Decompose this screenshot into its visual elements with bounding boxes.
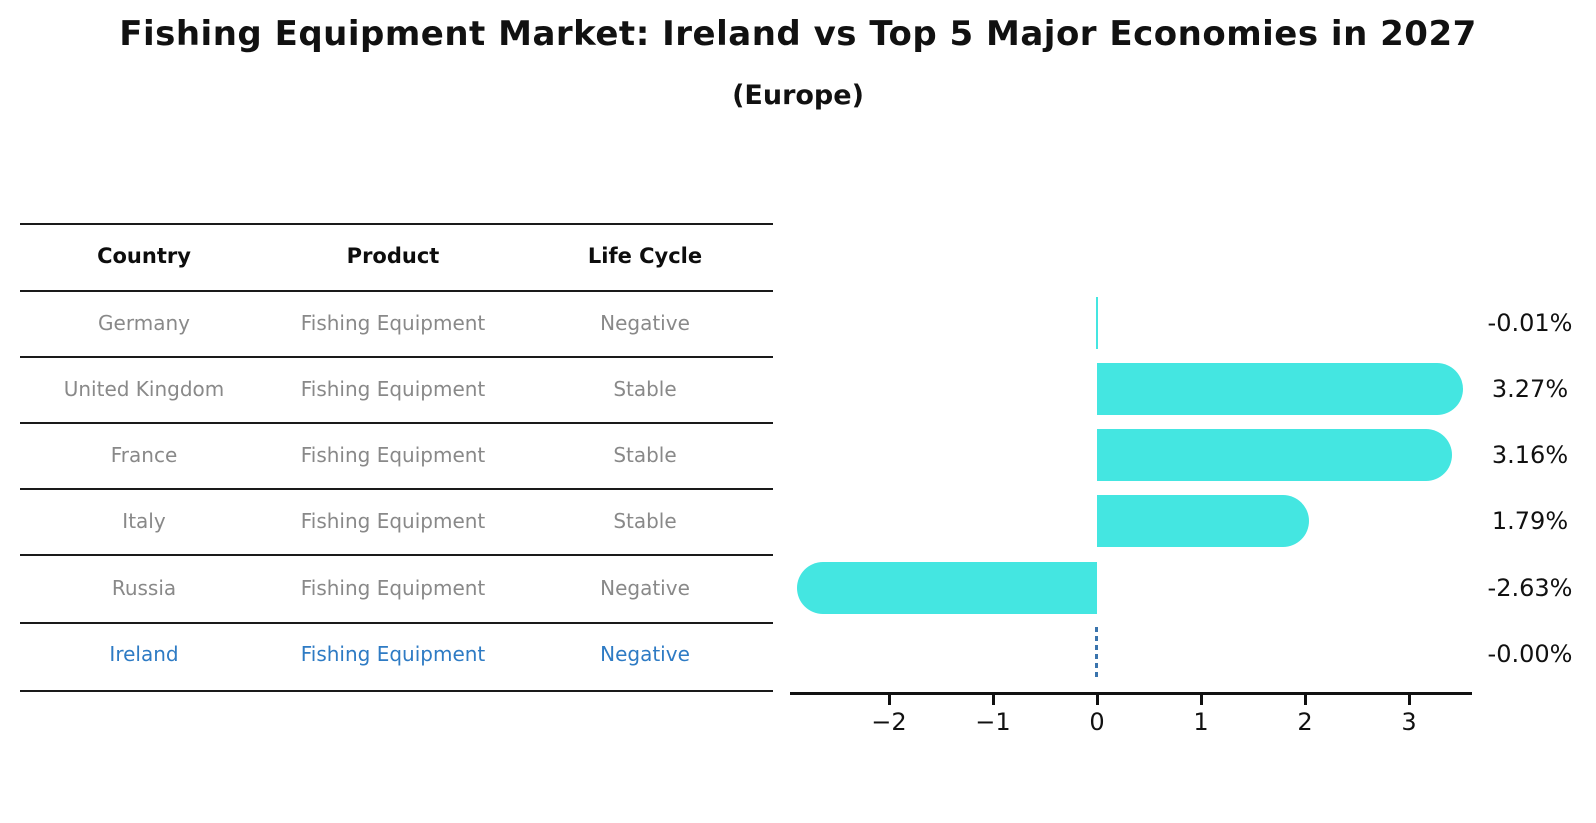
country-cell-ireland: Ireland xyxy=(109,642,179,666)
product-cell-united-kingdom: Fishing Equipment xyxy=(300,377,486,401)
value-label-russia: -2.63% xyxy=(1487,574,1573,602)
product-cell-germany: Fishing Equipment xyxy=(300,311,486,335)
country-cell-germany: Germany xyxy=(98,311,190,335)
value-label-italy: 1.79% xyxy=(1491,507,1569,535)
x-tick-label-4: 2 xyxy=(1297,708,1313,736)
x-tick-2 xyxy=(1096,695,1099,705)
table-border-bottom xyxy=(20,690,773,692)
bar-italy xyxy=(1097,495,1310,547)
table-border-header xyxy=(20,290,773,292)
value-label-ireland: -0.00% xyxy=(1487,640,1573,668)
col-header-lifecycle: Life Cycle xyxy=(587,244,703,268)
x-tick-label-1: −1 xyxy=(975,708,1011,736)
country-cell-france: France xyxy=(110,443,178,467)
lifecycle-cell-italy: Stable xyxy=(613,509,677,533)
bar-france xyxy=(1097,429,1452,481)
chart-subtitle: (Europe) xyxy=(732,80,864,111)
value-label-united-kingdom: 3.27% xyxy=(1491,375,1569,403)
country-cell-italy: Italy xyxy=(122,509,166,533)
lifecycle-cell-france: Stable xyxy=(613,443,677,467)
x-tick-label-0: −2 xyxy=(871,708,907,736)
product-cell-italy: Fishing Equipment xyxy=(300,509,486,533)
x-tick-1 xyxy=(992,695,995,705)
table-row-divider xyxy=(20,356,773,358)
country-cell-united-kingdom: United Kingdom xyxy=(63,377,225,401)
table-border-top xyxy=(20,223,773,225)
country-cell-russia: Russia xyxy=(111,576,177,600)
bar-russia xyxy=(797,562,1097,614)
product-cell-france: Fishing Equipment xyxy=(300,443,486,467)
table-row-divider xyxy=(20,488,773,490)
x-tick-0 xyxy=(888,695,891,705)
x-tick-5 xyxy=(1408,695,1411,705)
product-cell-ireland: Fishing Equipment xyxy=(300,642,486,666)
x-tick-3 xyxy=(1200,695,1203,705)
col-header-product: Product xyxy=(346,244,440,268)
table-row-divider xyxy=(20,554,773,556)
x-tick-label-2: 0 xyxy=(1089,708,1105,736)
lifecycle-cell-germany: Negative xyxy=(600,311,690,335)
col-header-country: Country xyxy=(97,244,191,268)
highlight-marker-ireland xyxy=(1095,627,1098,680)
x-tick-4 xyxy=(1304,695,1307,705)
table-row-divider xyxy=(20,622,773,624)
chart-title: Fishing Equipment Market: Ireland vs Top… xyxy=(119,14,1477,54)
x-axis-line xyxy=(790,692,1472,695)
lifecycle-cell-united-kingdom: Stable xyxy=(613,377,677,401)
lifecycle-cell-ireland: Negative xyxy=(600,642,690,666)
value-label-germany: -0.01% xyxy=(1487,309,1573,337)
table-row-divider xyxy=(20,422,773,424)
bar-germany xyxy=(1096,297,1098,349)
x-tick-label-5: 3 xyxy=(1401,708,1417,736)
product-cell-russia: Fishing Equipment xyxy=(300,576,486,600)
value-label-france: 3.16% xyxy=(1491,441,1569,469)
x-tick-label-3: 1 xyxy=(1193,708,1209,736)
lifecycle-cell-russia: Negative xyxy=(600,576,690,600)
bar-united-kingdom xyxy=(1097,363,1464,415)
